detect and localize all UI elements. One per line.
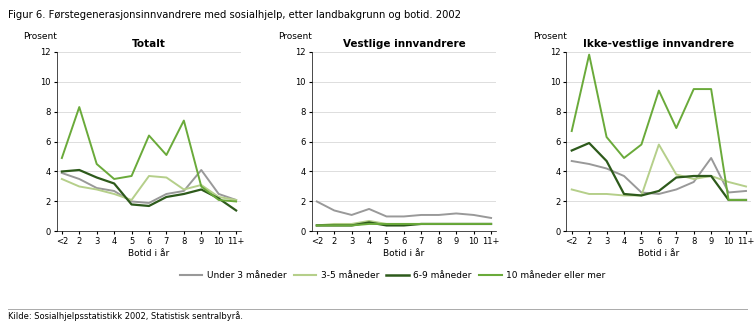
Text: Kilde: Sosialhjelpsstatistikk 2002, Statistisk sentralbyrå.: Kilde: Sosialhjelpsstatistikk 2002, Stat… xyxy=(8,311,242,321)
Title: Vestlige innvandrere: Vestlige innvandrere xyxy=(343,39,465,49)
Title: Ikke-vestlige innvandrere: Ikke-vestlige innvandrere xyxy=(584,39,735,49)
Title: Totalt: Totalt xyxy=(132,39,166,49)
Legend: Under 3 måneder, 3-5 måneder, 6-9 måneder, 10 måneder eller mer: Under 3 måneder, 3-5 måneder, 6-9 månede… xyxy=(176,267,609,283)
Text: Figur 6. Førstegenerasjonsinnvandrere med sosialhjelp, etter landbakgrunn og bot: Figur 6. Førstegenerasjonsinnvandrere me… xyxy=(8,10,461,20)
X-axis label: Botid i år: Botid i år xyxy=(128,249,170,258)
X-axis label: Botid i år: Botid i år xyxy=(384,249,424,258)
Text: Prosent: Prosent xyxy=(23,32,57,41)
Text: Prosent: Prosent xyxy=(279,32,312,41)
X-axis label: Botid i år: Botid i år xyxy=(638,249,680,258)
Text: Prosent: Prosent xyxy=(533,32,567,41)
